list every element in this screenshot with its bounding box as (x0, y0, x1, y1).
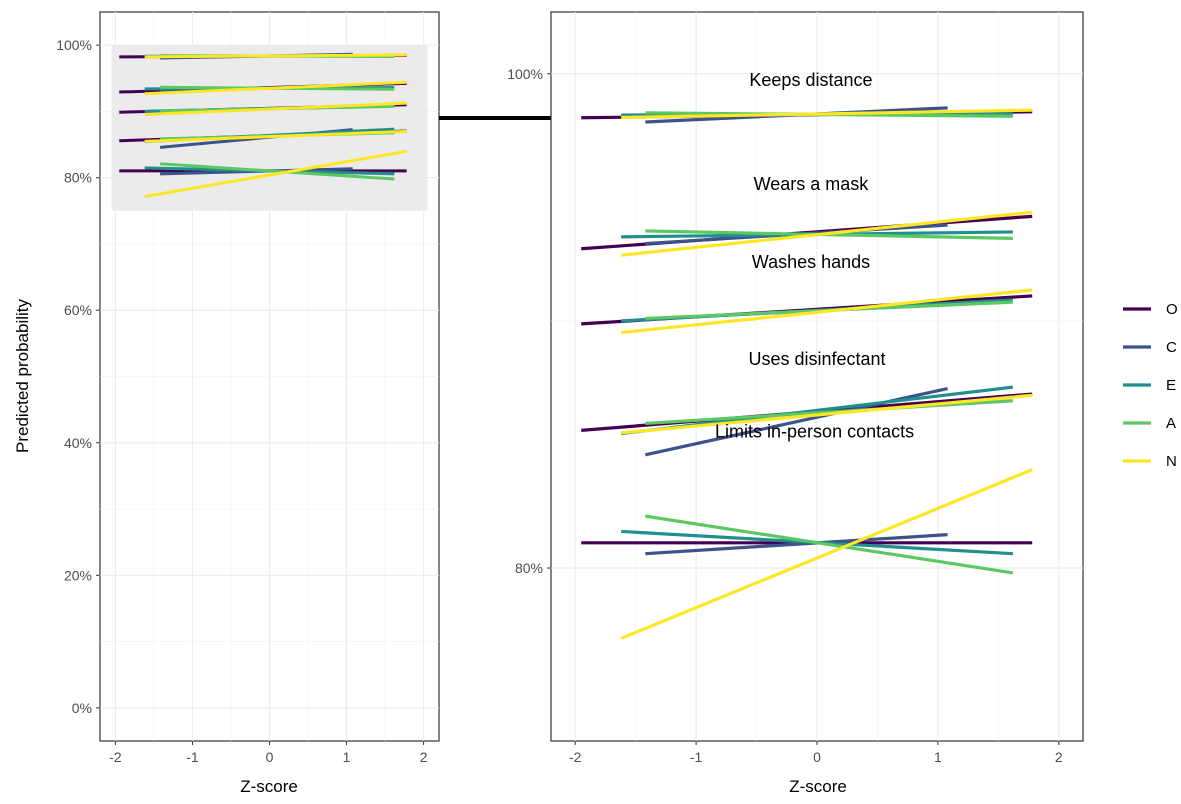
behaviour-label: Limits in-person contacts (715, 422, 914, 442)
overview-x-tick-label: 1 (343, 749, 351, 765)
zoom-x-ticks: -2 -1 0 1 2 (569, 741, 1063, 765)
overview-y-tick-label: 100% (56, 37, 92, 53)
legend-label-N: N (1166, 453, 1177, 470)
legend-label-A: A (1166, 415, 1176, 432)
behaviour-label: Keeps distance (749, 70, 872, 90)
legend-label-C: C (1166, 339, 1177, 356)
overview-y-tick-label: 80% (64, 170, 92, 186)
legend: O C E A N (1123, 301, 1178, 470)
legend-label-O: O (1166, 301, 1178, 318)
behaviour-label: Uses disinfectant (748, 349, 885, 369)
y-axis-title: Predicted probability (13, 298, 32, 453)
overview-y-tick-label: 20% (64, 567, 92, 583)
overview-y-tick-label: 60% (64, 302, 92, 318)
overview-x-tick-label: 0 (266, 749, 274, 765)
zoom-x-tick-label: 0 (813, 749, 821, 765)
overview-panel: -2 -1 0 1 2 0% 20% 40% 60% 80% 100% Predicted pro… (13, 12, 439, 796)
behaviour-label: Wears a mask (754, 174, 870, 194)
overview-y-tick-label: 40% (64, 435, 92, 451)
zoom-y-tick-label: 100% (507, 66, 543, 82)
behaviour-label: Washes hands (752, 252, 870, 272)
legend-label-E: E (1166, 377, 1176, 394)
zoom-panel: Keeps distance Wears a mask Washes hands Us… (507, 12, 1083, 796)
overview-y-ticks: 0% 20% 40% 60% 80% 100% (56, 37, 100, 716)
zoom-x-tick-label: -1 (690, 749, 703, 765)
overview-series-line-N (145, 55, 407, 57)
zoom-x-tick-label: 2 (1055, 749, 1063, 765)
zoom-region-highlight (112, 45, 428, 211)
zoom-y-tick-label: 80% (515, 560, 543, 576)
overview-x-axis-title: Z-score (240, 777, 298, 796)
overview-x-ticks: -2 -1 0 1 2 (109, 741, 428, 765)
zoom-x-tick-label: 1 (934, 749, 942, 765)
zoom-x-axis-title: Z-score (789, 777, 847, 796)
overview-x-tick-label: 2 (420, 749, 428, 765)
overview-x-tick-label: -1 (186, 749, 199, 765)
zoom-x-tick-label: -2 (569, 749, 582, 765)
overview-x-tick-label: -2 (109, 749, 122, 765)
overview-y-tick-label: 0% (72, 700, 92, 716)
zoom-y-ticks: 80% 100% (507, 66, 551, 576)
